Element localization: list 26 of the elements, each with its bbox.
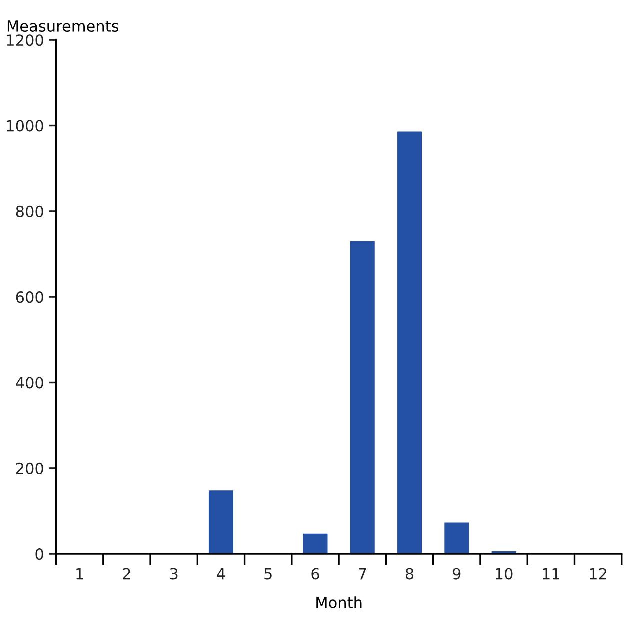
bar (444, 522, 470, 554)
x-tick-label: 10 (496, 568, 513, 580)
bar (208, 490, 234, 554)
x-tick-label: 5 (264, 568, 272, 580)
y-tick-label: 400 (16, 377, 44, 389)
bar (303, 534, 328, 554)
x-tick-label: 8 (406, 568, 414, 580)
x-tick-label: 6 (312, 568, 320, 580)
y-axis-title: Measurements (8, 20, 119, 32)
y-tick-label: 600 (16, 292, 44, 304)
y-tick-label: 1200 (7, 34, 44, 46)
y-tick-label: 200 (16, 462, 44, 474)
x-tick-label: 9 (453, 568, 461, 580)
x-tick-label: 2 (123, 568, 130, 580)
bar (398, 132, 422, 554)
x-tick-label: 11 (543, 568, 560, 580)
y-tick-label: 1000 (7, 120, 44, 132)
x-tick-label: 4 (217, 568, 226, 580)
x-axis-title: Month (316, 596, 362, 608)
x-tick-label: 3 (170, 568, 178, 580)
x-tick-label: 1 (76, 568, 84, 580)
x-tick-label: 12 (590, 568, 606, 580)
bar (350, 241, 375, 554)
x-tick-label: 7 (359, 568, 366, 580)
y-tick-label: 0 (36, 548, 44, 560)
y-tick-label: 800 (16, 206, 44, 218)
